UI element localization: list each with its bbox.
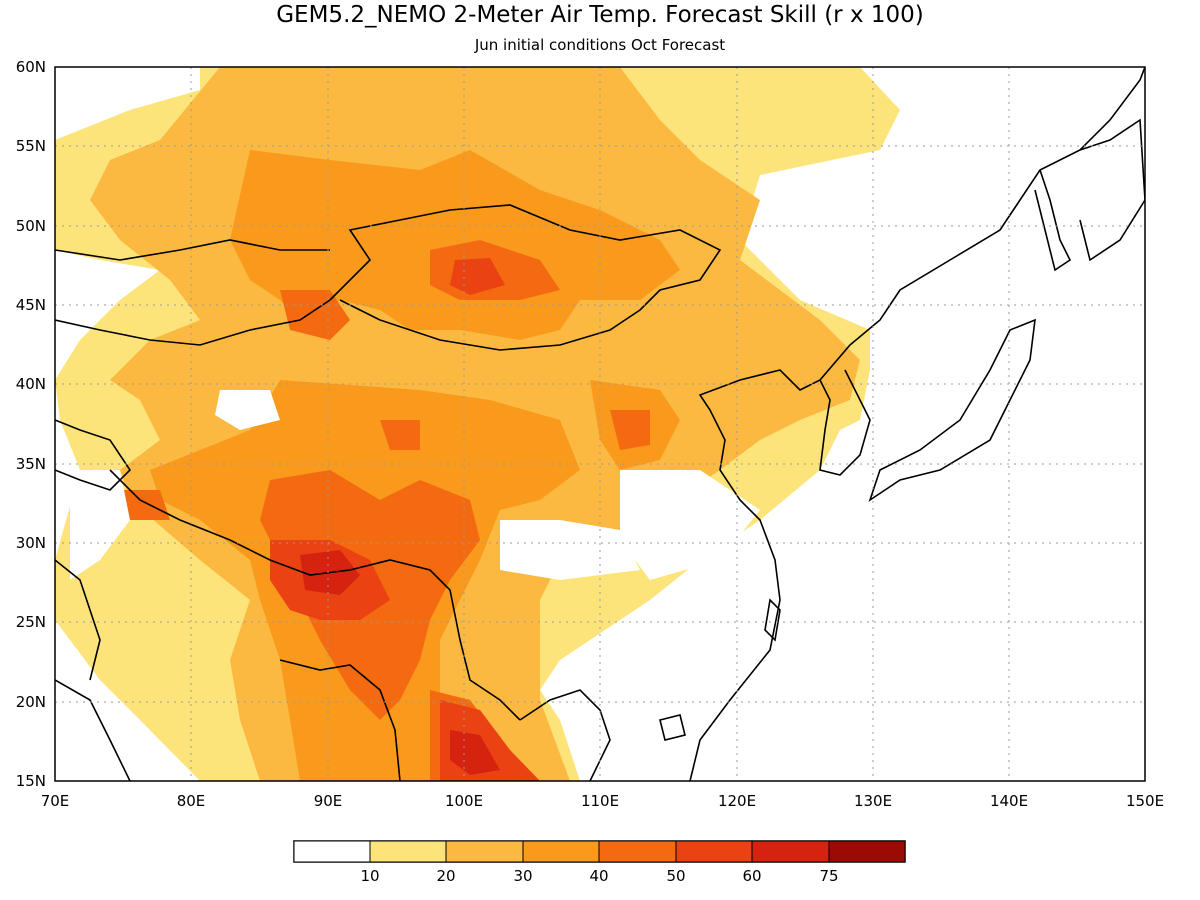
y-tick-label: 20N — [16, 693, 46, 711]
map-gridlines — [55, 67, 1145, 781]
coastline-india-bay — [55, 659, 401, 781]
skill-shade-below-10 — [70, 390, 760, 580]
x-axis-labels: 70E 80E 90E 100E 110E 120E 130E 140E 150… — [41, 792, 1164, 810]
coastline-japan — [868, 318, 1036, 502]
legend-label: 10 — [360, 867, 379, 885]
coastline-indochina — [519, 689, 611, 781]
x-tick-label: 130E — [854, 792, 892, 810]
x-tick-label: 70E — [41, 792, 70, 810]
y-tick-label: 30N — [16, 534, 46, 552]
map-frame — [54, 66, 1146, 782]
coastline-hainan — [659, 714, 686, 741]
legend-swatch — [751, 840, 830, 863]
map-subtitle: Jun initial conditions Oct Forecast — [474, 36, 725, 54]
skill-shade-40-50 — [120, 240, 650, 781]
coastline-taiwan — [764, 598, 781, 642]
y-tick-label: 40N — [16, 375, 46, 393]
kazakhstan-border — [55, 239, 331, 346]
legend-swatch — [293, 840, 371, 863]
x-tick-label: 150E — [1126, 792, 1164, 810]
legend-swatch — [522, 840, 600, 863]
x-tick-label: 110E — [581, 792, 619, 810]
legend-swatch — [445, 840, 524, 863]
legend-swatch — [598, 840, 677, 863]
x-tick-label: 100E — [445, 792, 483, 810]
y-tick-label: 45N — [16, 296, 46, 314]
skill-shade-60-75 — [300, 550, 500, 775]
coastline-kamchatka — [1079, 118, 1145, 262]
y-axis-labels: 15N 20N 25N 30N 35N 40N 45N 50N 55N 60N — [16, 58, 46, 790]
mongolia-border — [329, 204, 722, 351]
y-tick-label: 60N — [16, 58, 46, 76]
x-tick-label: 120E — [718, 792, 756, 810]
legend-swatch — [369, 840, 447, 863]
coastline-east-asia — [689, 67, 1145, 781]
legend-swatch — [675, 840, 753, 863]
y-tick-label: 35N — [16, 455, 46, 473]
map-title: GEM5.2_NEMO 2-Meter Air Temp. Forecast S… — [276, 2, 924, 28]
y-tick-label: 55N — [16, 137, 46, 155]
shaded-skill-field — [55, 67, 900, 781]
skill-shade-30-40 — [150, 150, 680, 781]
y-tick-label: 50N — [16, 217, 46, 235]
x-tick-label: 80E — [177, 792, 206, 810]
legend-label: 20 — [436, 867, 455, 885]
western-borders — [55, 419, 132, 681]
legend-label: 50 — [666, 867, 685, 885]
coastlines-and-borders — [55, 67, 1145, 781]
legend-label: 75 — [819, 867, 838, 885]
x-tick-label: 90E — [314, 792, 343, 810]
legend-label: 40 — [589, 867, 608, 885]
y-tick-label: 25N — [16, 613, 46, 631]
legend-label: 60 — [742, 867, 761, 885]
y-tick-label: 15N — [16, 772, 46, 790]
legend-label: 30 — [513, 867, 532, 885]
coastline-korea — [819, 369, 871, 476]
himalaya-border — [109, 469, 521, 721]
coastline-sakhalin — [1034, 169, 1072, 272]
legend-swatch — [828, 840, 906, 863]
color-legend: 10 20 30 40 50 60 75 — [293, 840, 906, 885]
x-tick-label: 140E — [990, 792, 1028, 810]
